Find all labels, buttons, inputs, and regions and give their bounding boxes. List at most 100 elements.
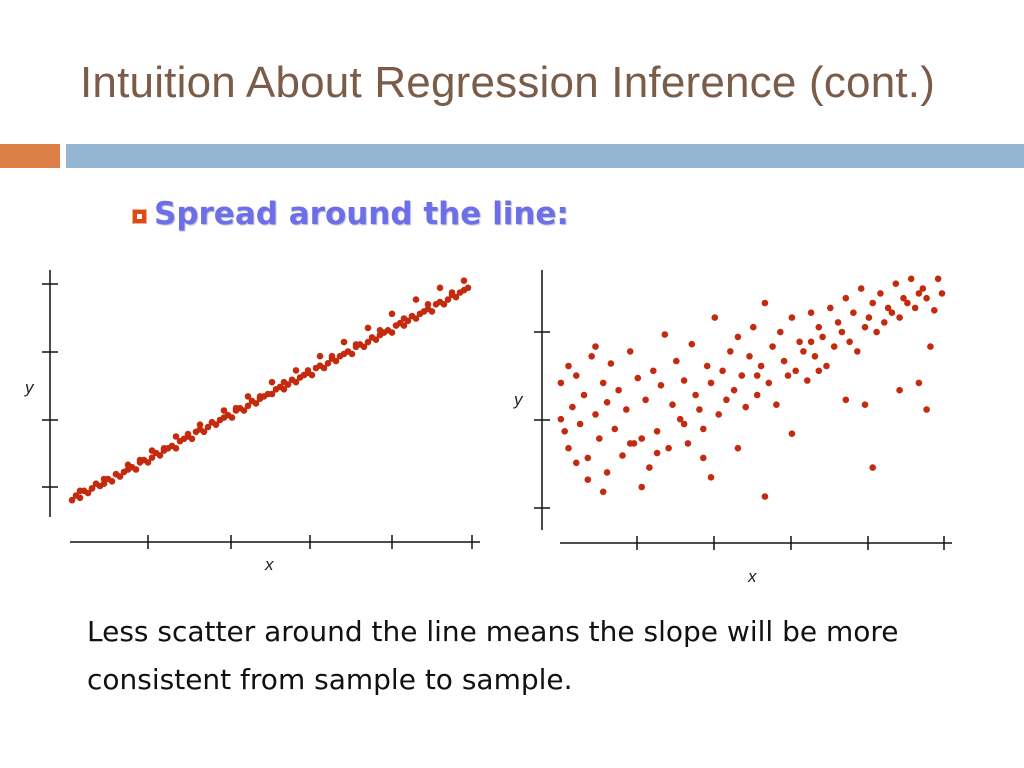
data-point: [857, 285, 865, 292]
data-point: [761, 299, 769, 307]
data-point: [596, 435, 603, 442]
data-point: [584, 476, 592, 483]
data-point: [100, 475, 108, 483]
data-point: [657, 382, 665, 389]
data-point: [865, 314, 873, 321]
data-point: [869, 299, 876, 307]
data-point: [742, 403, 749, 411]
data-point: [626, 348, 634, 355]
accent-bar-blue: [66, 144, 1024, 168]
caption-text: Less scatter around the line means the s…: [87, 615, 899, 696]
data-point: [734, 333, 742, 341]
data-point: [723, 396, 730, 404]
data-point: [328, 352, 336, 360]
data-point: [172, 445, 180, 452]
x-axis-label-right: x: [748, 567, 757, 586]
data-point: [707, 474, 715, 481]
data-point: [900, 294, 907, 302]
data-point: [634, 374, 642, 382]
bullet-text: Spread around the line:: [154, 196, 569, 232]
data-point: [364, 338, 372, 346]
data-point: [565, 362, 572, 370]
data-point: [557, 415, 565, 423]
data-point: [148, 447, 156, 454]
data-point: [907, 275, 915, 283]
data-point: [934, 275, 942, 283]
data-point: [684, 440, 692, 447]
data-point: [569, 403, 576, 411]
data-point: [815, 323, 823, 331]
data-point: [76, 487, 84, 495]
data-point: [400, 315, 408, 322]
data-point: [200, 428, 208, 436]
data-point: [268, 378, 276, 386]
data-point: [220, 407, 228, 414]
data-point: [573, 372, 580, 379]
data-point: [765, 379, 773, 387]
data-point: [850, 309, 857, 316]
data-point: [428, 308, 436, 315]
data-point: [923, 406, 930, 413]
data-point: [424, 301, 432, 308]
data-point: [896, 386, 903, 394]
data-point: [719, 367, 726, 375]
data-point: [448, 289, 456, 296]
data-point: [842, 294, 850, 302]
data-point: [638, 483, 645, 491]
data-point: [588, 353, 595, 360]
data-point: [232, 404, 240, 412]
data-point: [352, 341, 360, 348]
data-point: [834, 319, 842, 326]
data-point: [561, 428, 568, 435]
data-point: [750, 323, 757, 331]
data-point: [412, 296, 420, 303]
data-point: [673, 357, 680, 365]
data-point: [292, 378, 300, 386]
data-point: [738, 372, 746, 379]
data-point: [76, 494, 84, 502]
data-point: [823, 362, 830, 370]
accent-bar-orange: [0, 144, 60, 168]
x-axis-label-left: x: [265, 555, 274, 574]
data-point: [607, 360, 615, 367]
data-point: [877, 290, 884, 297]
data-point: [896, 314, 903, 321]
data-point: [873, 328, 880, 336]
slide-title: Intuition About Regression Inference (co…: [80, 58, 936, 107]
data-point: [573, 459, 580, 467]
data-point: [919, 285, 927, 292]
data-point: [915, 290, 923, 297]
data-point: [252, 400, 260, 407]
data-point: [196, 421, 204, 428]
data-point: [700, 425, 707, 433]
data-point: [84, 489, 92, 497]
data-point: [915, 379, 923, 387]
data-point: [680, 420, 688, 428]
data-point: [846, 338, 853, 346]
data-point: [792, 367, 799, 375]
data-point: [626, 440, 634, 447]
data-point: [804, 377, 811, 384]
data-point: [619, 452, 626, 459]
data-point: [100, 480, 108, 487]
data-point: [788, 314, 796, 321]
data-point: [611, 425, 619, 433]
data-point: [112, 470, 120, 478]
data-point: [711, 314, 719, 321]
data-point: [388, 310, 396, 318]
data-point: [769, 343, 776, 350]
data-point: [715, 411, 722, 418]
data-point: [830, 343, 838, 350]
data-point: [124, 461, 132, 469]
data-point: [638, 435, 645, 442]
data-point: [304, 367, 312, 374]
data-point: [753, 391, 761, 399]
data-point: [623, 406, 630, 413]
data-point: [460, 277, 468, 284]
data-point: [642, 396, 649, 404]
data-point: [780, 357, 788, 365]
data-point: [160, 445, 168, 452]
data-point: [888, 309, 896, 316]
data-point: [650, 367, 657, 375]
data-point: [244, 402, 252, 410]
